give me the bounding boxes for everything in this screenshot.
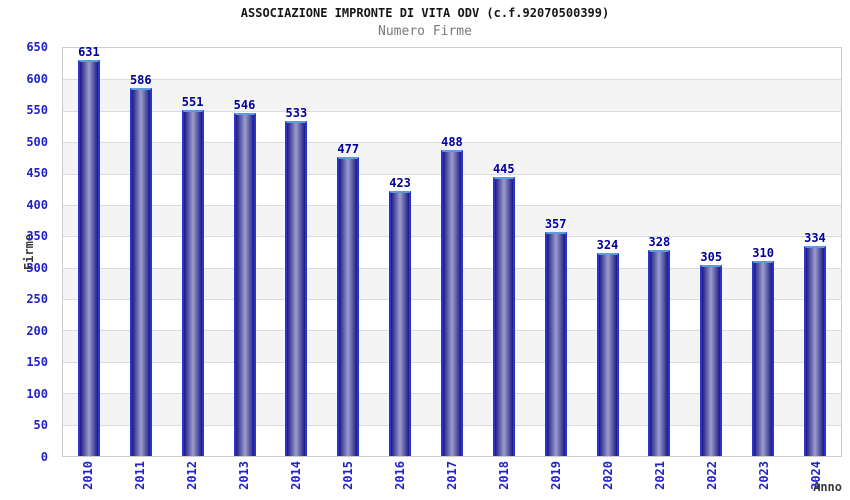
y-tick-label: 0 xyxy=(40,450,48,464)
x-axis-title: Anno xyxy=(813,480,842,494)
x-tick-slot: 2010 xyxy=(62,461,114,499)
x-tick-slot: 2019 xyxy=(530,461,582,499)
bar-2021: 328 xyxy=(648,236,671,456)
y-tick-label: 600 xyxy=(26,71,48,86)
y-tick-label: 200 xyxy=(26,323,48,338)
x-tick-label: 2010 xyxy=(81,461,95,490)
bar-slot: 551 xyxy=(167,48,219,456)
bar-value-label: 533 xyxy=(285,106,308,121)
bar-slot: 586 xyxy=(115,48,167,456)
bar-slot: 631 xyxy=(63,46,115,456)
bar-value-label: 546 xyxy=(233,98,256,113)
bar-value-label: 477 xyxy=(337,141,360,156)
x-tick-slot: 2017 xyxy=(426,461,478,499)
x-axis-ticks: 2010 2011 2012 2013 2014 2015 2016 2017 2018 2019… xyxy=(62,461,842,499)
grid-band xyxy=(63,48,841,80)
x-tick-slot: 2018 xyxy=(478,461,530,499)
x-tick-slot: 2022 xyxy=(686,461,738,499)
bar-value-label: 357 xyxy=(544,216,567,231)
grid-band xyxy=(63,79,841,111)
x-tick-slot: 2020 xyxy=(582,461,634,499)
bar-slot: 310 xyxy=(737,48,789,456)
x-tick-slot: 2016 xyxy=(374,461,426,499)
x-tick-label: 2011 xyxy=(133,461,147,490)
bar-2013: 546 xyxy=(233,99,256,456)
bar-value-label: 423 xyxy=(389,175,411,190)
bar-slot: 477 xyxy=(322,48,374,456)
bar-2011: 586 xyxy=(129,74,152,456)
bar-2016: 423 xyxy=(389,177,412,456)
x-tick-slot: 2011 xyxy=(114,461,166,499)
x-tick-label: 2023 xyxy=(757,461,771,490)
bar-value-label: 586 xyxy=(129,73,152,88)
bar-2017: 488 xyxy=(440,136,463,456)
bar-2010: 631 xyxy=(77,46,100,456)
x-tick-label: 2020 xyxy=(601,461,615,490)
x-tick-slot: 2015 xyxy=(322,461,374,499)
y-tick-label: 550 xyxy=(26,103,48,118)
bar-slot: 328 xyxy=(633,48,685,456)
bar-value-label: 305 xyxy=(700,249,723,264)
bar-2019: 357 xyxy=(544,218,567,456)
x-tick-label: 2014 xyxy=(289,461,303,490)
bar-2024: 334 xyxy=(803,232,826,456)
x-tick-label: 2015 xyxy=(341,461,355,490)
y-tick-label: 100 xyxy=(26,386,48,401)
bar-2020: 324 xyxy=(596,239,619,456)
bar-slot: 488 xyxy=(426,48,478,456)
y-tick-label: 400 xyxy=(26,197,48,212)
bar-slot: 305 xyxy=(685,48,737,456)
y-tick-label: 350 xyxy=(26,229,48,244)
bar-slot: 445 xyxy=(478,48,530,456)
x-tick-label: 2017 xyxy=(445,461,459,490)
bar-value-label: 328 xyxy=(648,235,671,250)
plot-area: 631 586 551 546 533 477 423 488 445 357 324 328 305 3… xyxy=(62,46,842,457)
x-tick-label: 2012 xyxy=(185,461,199,490)
bar-2014: 533 xyxy=(285,107,308,456)
chart-subtitle: Numero Firme xyxy=(378,24,472,39)
y-axis-ticks: 650 600 550 500 450 400 350 300 250 200 150 100 50 0 xyxy=(0,40,48,464)
x-tick-label: 2021 xyxy=(653,461,667,490)
y-tick-label: 250 xyxy=(26,292,48,307)
bar-value-label: 310 xyxy=(752,246,774,261)
x-tick-label: 2013 xyxy=(237,461,251,490)
x-tick-slot: 2012 xyxy=(166,461,218,499)
x-tick-slot: 2013 xyxy=(218,461,270,499)
bar-value-label: 631 xyxy=(78,44,100,59)
bar-value-label: 445 xyxy=(492,161,515,176)
y-tick-label: 150 xyxy=(26,355,48,370)
y-tick-label: 50 xyxy=(33,418,48,433)
y-tick-label: 650 xyxy=(26,40,48,54)
bar-value-label: 551 xyxy=(181,95,204,110)
x-tick-slot: 2014 xyxy=(270,461,322,499)
bar-slot: 334 xyxy=(789,48,841,456)
bar-slot: 357 xyxy=(530,48,582,456)
x-tick-label: 2016 xyxy=(393,461,407,490)
bar-slot: 533 xyxy=(270,48,322,456)
bar-value-label: 324 xyxy=(596,237,619,252)
x-tick-slot: 2021 xyxy=(634,461,686,499)
x-tick-label: 2022 xyxy=(705,461,719,490)
bars-container: 631 586 551 546 533 477 423 488 445 357 324 328 305 3… xyxy=(63,46,841,456)
bar-2012: 551 xyxy=(181,96,204,456)
bar-slot: 546 xyxy=(219,48,271,456)
bar-slot: 423 xyxy=(374,48,426,456)
bar-value-label: 488 xyxy=(441,134,463,149)
x-tick-label: 2018 xyxy=(497,461,511,490)
chart-title: ASSOCIAZIONE IMPRONTE DI VITA ODV (c.f.9… xyxy=(240,6,610,20)
bar-slot: 324 xyxy=(582,48,634,456)
x-tick-slot: 2023 xyxy=(738,461,790,499)
y-tick-label: 450 xyxy=(26,166,48,181)
x-tick-label: 2019 xyxy=(549,461,563,490)
y-tick-label: 500 xyxy=(26,134,48,149)
bar-value-label: 334 xyxy=(804,231,826,246)
bar-2022: 305 xyxy=(700,251,723,456)
bar-2018: 445 xyxy=(492,163,515,456)
y-tick-label: 300 xyxy=(26,260,48,275)
bar-2023: 310 xyxy=(752,247,775,456)
bar-2015: 477 xyxy=(337,143,360,456)
